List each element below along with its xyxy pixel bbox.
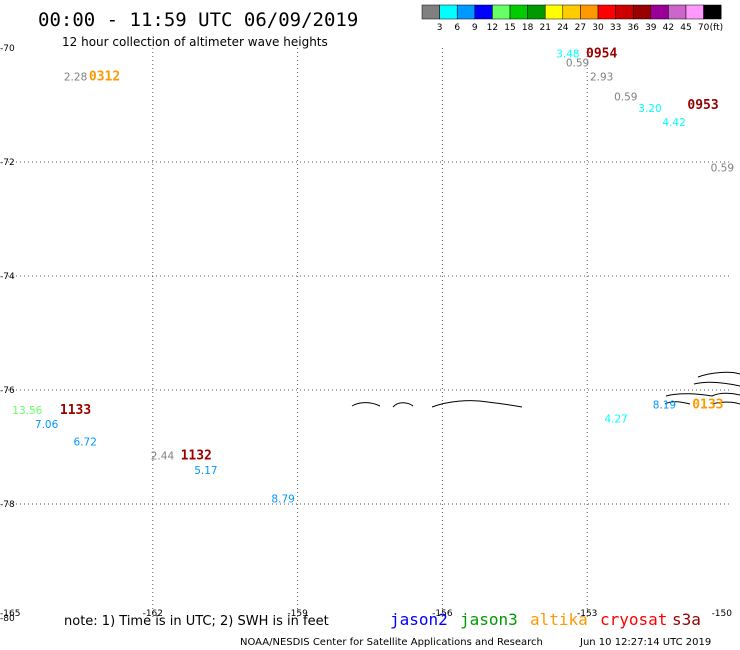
swh-value: 0.59 [711,163,734,175]
swh-value: 2.93 [590,72,613,84]
chart-subtitle: 12 hour collection of altimeter wave hei… [62,35,328,49]
swh-value: 7.06 [35,419,59,431]
x-tick-label: -156 [432,609,453,619]
swh-value: 0.59 [566,57,589,69]
lat-lon-grid: -165 -162 -159 -156 -153 -150 -70 -72 -74 -76 -78 -… [0,44,732,624]
legend-swatch [456,4,476,20]
legend-swatch [562,4,581,20]
legend-swatch [492,4,511,20]
satellite-name: jason3 [460,610,518,629]
legend-swatch [421,4,440,20]
swh-value: 13.56 [12,405,42,417]
ice-shelf-edge [351,400,523,408]
y-tick-label: -72 [0,158,15,168]
swh-value: 0.59 [614,91,637,103]
legend-swatch [632,4,652,20]
legend-label: 3 [437,23,443,33]
swh-value: 2.28 [64,72,87,84]
swh-value: 5.17 [194,465,217,477]
legend-swatch [527,4,546,20]
legend-label: 18 [522,23,534,33]
swh-value: 4.42 [662,117,685,129]
x-tick-label: -165 [0,609,20,619]
legend-swatch [439,4,458,20]
legend-label: 70 [698,23,710,33]
legend-label: 33 [610,23,621,33]
legend-swatch [650,4,669,20]
footer-note: note: 1) Time is in UTC; 2) SWH is in fe… [64,614,329,629]
x-tick-label: -150 [712,609,733,619]
pass-time-label: 1133 [60,403,91,418]
legend-label: 27 [575,23,586,33]
legend-label: 6 [454,23,460,33]
swh-value: 8.79 [271,493,294,505]
satellite-name: s3a [672,610,701,629]
legend-swatch [580,4,599,20]
legend-label: 24 [557,23,569,33]
legend-swatch [509,4,528,20]
swh-value: 3.48 [556,49,579,61]
y-tick-label: -78 [0,500,15,510]
legend-unit: (ft) [710,23,724,33]
legend-label: 30 [592,23,604,33]
legend-swatch [474,4,493,20]
legend-swatch [703,4,722,20]
legend-label: 42 [663,23,674,33]
coast-east [664,371,740,405]
legend-label: 36 [627,23,639,33]
x-tick-label: -159 [287,609,308,619]
legend-label: 15 [504,23,515,33]
y-tick-label: -76 [0,386,15,396]
satellite-legend: jason2 jason3 altika cryosat s3a [390,610,701,629]
pass-time-label: 1132 [181,449,212,464]
legend-swatch [685,4,704,20]
pass-time-label: 0312 [89,70,120,85]
color-legend: 3 6 9 12 15 18 21 24 27 30 33 36 39 42 45 70 (ft) [421,4,724,33]
legend-swatch [597,4,616,20]
satellite-name: cryosat [600,610,667,629]
pass-time-label: 0953 [687,98,718,113]
x-tick-label: -162 [143,609,163,619]
data-layer: 2.283.480.592.930.593.204.420.5913.567.0… [12,47,734,506]
legend-swatch [668,4,687,20]
chart-title: 00:00 - 11:59 UTC 06/09/2019 [38,9,358,31]
satellite-name: altika [530,610,588,629]
pass-time-label: 0954 [586,47,617,62]
legend-label: 9 [472,23,478,33]
legend-label: 39 [645,23,657,33]
legend-label: 21 [539,23,550,33]
legend-swatch [615,4,634,20]
swh-value: 4.27 [604,414,627,426]
swh-value: 3.20 [638,103,661,115]
footer-credit: NOAA/NESDIS Center for Satellite Applica… [240,637,543,648]
y-tick-label: -80 [0,614,15,624]
coastline [351,371,740,408]
pass-time-label: 0133 [692,397,723,412]
legend-label: 45 [680,23,691,33]
x-tick-label: -153 [577,609,597,619]
legend-swatch [544,4,564,20]
y-tick-label: -74 [0,272,15,282]
satellite-name: jason2 [390,610,448,629]
legend-label: 12 [487,23,498,33]
swh-value: 6.72 [74,436,97,448]
footer-timestamp: Jun 10 12:27:14 UTC 2019 [579,637,711,648]
y-tick-label: -70 [0,44,15,54]
swh-value: 2.44 [151,451,175,463]
swh-value: 8.19 [653,399,676,411]
